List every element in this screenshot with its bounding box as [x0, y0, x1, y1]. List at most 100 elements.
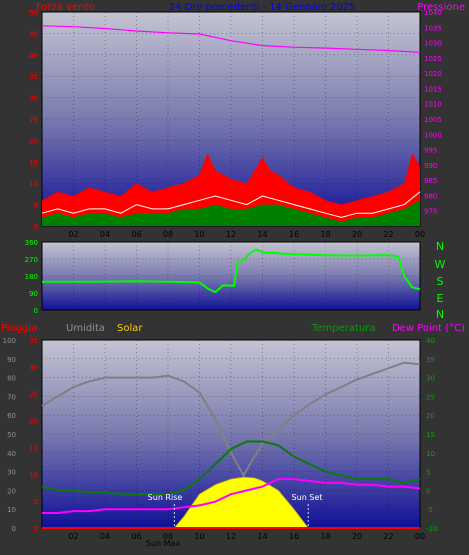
y-tick-label-dew-point: -10 — [426, 525, 437, 533]
y-tick-label-pressure: 1000 — [424, 131, 442, 139]
y-tick-label-direction: 90 — [29, 290, 38, 298]
dew-point-axis-title: Dew Point (°C) — [392, 323, 465, 334]
y-tick-label-humidity: 20 — [7, 487, 16, 495]
x-tick-label: 16 — [289, 230, 299, 239]
y-tick-label-humidity: 90 — [7, 356, 16, 364]
compass-west: W — [435, 258, 446, 271]
y-tick-label-humidity: 50 — [7, 431, 16, 439]
chart-title: 24 Ore precedenti - 14 Gennaio 2025 — [169, 2, 356, 13]
y-tick-label-wind: 10 — [29, 180, 38, 188]
x-tick-label: 02 — [68, 532, 78, 541]
y-tick-label-wind: 15 — [29, 159, 38, 167]
y-tick-label-wind: 45 — [29, 30, 38, 38]
y-tick-label-rain: 35 — [29, 337, 38, 345]
x-tick-label: 18 — [320, 532, 330, 541]
x-tick-label: 06 — [131, 532, 141, 541]
wind-pressure-plot: 02 04 06 08 10 12 14 16 18 20 22 000510152025303540… — [29, 9, 442, 239]
x-tick-label: 18 — [320, 230, 330, 239]
dew-point-line — [42, 478, 421, 514]
x-tick-label: 16 — [289, 532, 299, 541]
y-tick-label-rain: 0 — [34, 525, 38, 533]
y-tick-label-pressure: 1040 — [424, 9, 442, 17]
y-tick-label-humidity: 30 — [7, 469, 16, 477]
y-tick-label-wind: 30 — [29, 95, 38, 103]
solar-legend: Solar — [117, 323, 143, 334]
x-tick-label: 08 — [163, 230, 173, 239]
y-tick-label-dew-point: 0 — [426, 487, 430, 495]
compass-north-top: N — [436, 240, 444, 253]
x-tick-label: 04 — [100, 532, 110, 541]
y-tick-label-dew-point: 10 — [426, 450, 435, 458]
y-tick-label-humidity: 70 — [7, 393, 16, 401]
y-tick-label-direction: 360 — [25, 239, 38, 247]
sun-rise-label: Sun Rise — [148, 493, 183, 502]
x-tick-label: 20 — [352, 230, 362, 239]
y-tick-label-pressure: 1015 — [424, 85, 442, 93]
x-tick-label: 12 — [226, 532, 236, 541]
y-tick-label-dew-point: -5 — [426, 506, 433, 514]
y-tick-label-humidity: 10 — [7, 506, 16, 514]
humidity-axis-title: Umidita — [66, 323, 105, 334]
y-tick-label-pressure: 1025 — [424, 55, 442, 63]
y-tick-label-dew-point: 35 — [426, 356, 435, 364]
x-tick-label: 22 — [383, 230, 393, 239]
gust-area — [42, 153, 420, 226]
y-tick-label-pressure: 1030 — [424, 40, 442, 48]
y-tick-label-dew-point: 15 — [426, 431, 435, 439]
y-tick-label-pressure: 1010 — [424, 101, 442, 109]
x-tick-label: 14 — [257, 532, 267, 541]
humidity-line — [41, 361, 421, 478]
y-tick-label-wind: 25 — [29, 116, 38, 124]
y-tick-label-direction: 0 — [34, 307, 38, 315]
temperature-legend: Temperatura — [311, 323, 376, 334]
sun-max-label: Sun Max — [146, 539, 181, 548]
x-tick-label: 02 — [68, 230, 78, 239]
y-tick-label-wind: 0 — [34, 223, 38, 231]
y-tick-label-rain: 20 — [29, 418, 38, 426]
y-tick-label-humidity: 40 — [7, 450, 16, 458]
y-tick-label-direction: 270 — [25, 256, 38, 264]
y-tick-label-wind: 35 — [29, 73, 38, 81]
y-tick-label-humidity: 80 — [7, 375, 16, 383]
x-tick-label: 04 — [100, 230, 110, 239]
rain-axis-title: Pioggia — [1, 323, 37, 334]
x-tick-label: 08 — [163, 532, 173, 541]
pressure-line — [41, 25, 421, 53]
y-tick-label-rain: 25 — [29, 391, 38, 399]
y-tick-label-pressure: 990 — [424, 162, 437, 170]
y-tick-label-pressure: 980 — [424, 192, 437, 200]
y-tick-label-wind: 5 — [34, 202, 38, 210]
y-tick-label-pressure: 975 — [424, 208, 437, 216]
y-tick-label-dew-point: 5 — [426, 469, 430, 477]
compass-north-bottom: N — [436, 308, 444, 321]
y-tick-label-pressure: 995 — [424, 147, 437, 155]
y-tick-label-humidity: 100 — [3, 337, 16, 345]
y-tick-label-dew-point: 30 — [426, 375, 435, 383]
compass-east: E — [437, 292, 444, 305]
y-tick-label-pressure: 985 — [424, 177, 437, 185]
wind-base-area — [42, 200, 420, 226]
x-tick-label: 06 — [131, 230, 141, 239]
x-tick-label: 00 — [415, 532, 425, 541]
solar-area — [173, 476, 310, 529]
y-tick-label-humidity: 60 — [7, 412, 16, 420]
y-tick-label-rain: 10 — [29, 471, 38, 479]
y-tick-label-dew-point: 20 — [426, 412, 435, 420]
x-tick-label: 10 — [194, 230, 204, 239]
wind-speed-axis-title: Forza vento — [36, 2, 95, 13]
y-tick-label-wind: 40 — [29, 52, 38, 60]
compass-labels: N W S E N — [435, 240, 446, 321]
x-tick-label: 20 — [352, 532, 362, 541]
y-tick-label-humidity: 0 — [12, 525, 16, 533]
wind-direction-plot: 0 90 180 270 360 — [25, 239, 421, 315]
sun-set-label: Sun Set — [292, 493, 323, 502]
x-tick-label: 22 — [383, 532, 393, 541]
y-tick-label-rain: 30 — [29, 364, 38, 372]
y-tick-label-pressure: 1005 — [424, 116, 442, 124]
y-tick-label-dew-point: 40 — [426, 337, 435, 345]
y-tick-label-rain: 5 — [34, 498, 38, 506]
y-tick-label-dew-point: 25 — [426, 393, 435, 401]
compass-south: S — [437, 275, 444, 288]
x-tick-label: 14 — [257, 230, 267, 239]
